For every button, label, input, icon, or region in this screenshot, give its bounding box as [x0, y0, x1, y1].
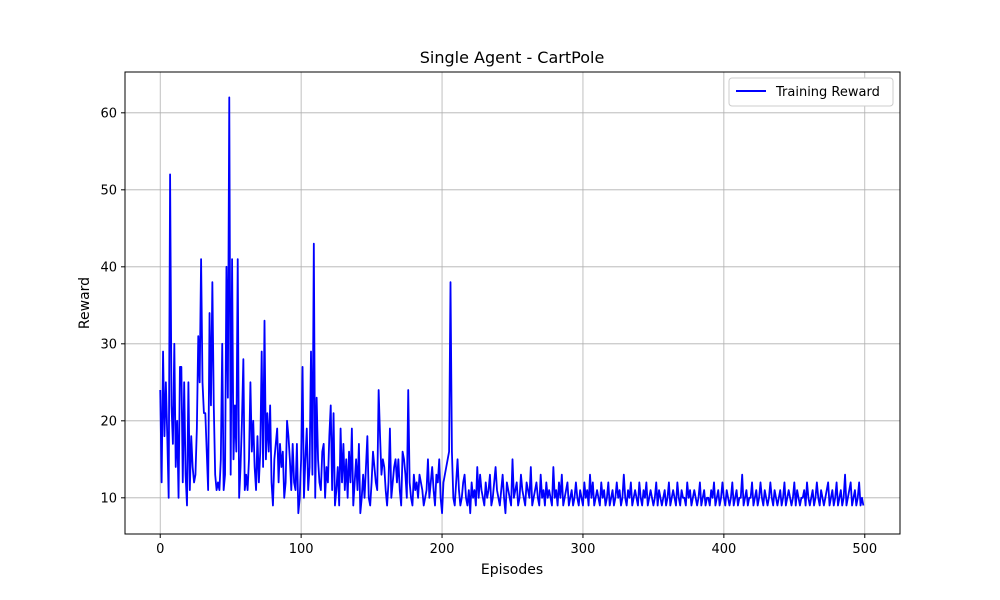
y-tick-label: 30	[100, 337, 117, 352]
x-tick-label: 100	[289, 542, 314, 557]
series-line-training-reward	[159, 96, 865, 515]
chart-title: Single Agent - CartPole	[420, 48, 605, 67]
x-axis-ticks: 0 100 200 300 400 500	[156, 534, 877, 557]
x-axis-label: Episodes	[481, 562, 543, 578]
y-tick-label: 50	[100, 183, 117, 198]
x-tick-label: 400	[711, 542, 736, 557]
legend-box	[728, 77, 894, 107]
legend: Training Reward	[728, 77, 894, 107]
x-tick-label: 300	[571, 542, 596, 557]
y-tick-label: 20	[100, 414, 117, 429]
x-tick-label: 0	[156, 542, 164, 557]
grid-lines	[125, 72, 900, 534]
x-tick-label: 500	[852, 542, 877, 557]
y-tick-label: 60	[100, 106, 117, 121]
x-tick-label: 200	[430, 542, 455, 557]
plot-frame	[124, 71, 901, 535]
y-axis-ticks: 10 20 30 40 50 60	[100, 106, 125, 506]
y-axis-label: Reward	[77, 277, 93, 329]
y-tick-label: 40	[100, 260, 117, 275]
y-tick-label: 10	[100, 491, 117, 506]
legend-label-training-reward: Training Reward	[775, 85, 880, 100]
